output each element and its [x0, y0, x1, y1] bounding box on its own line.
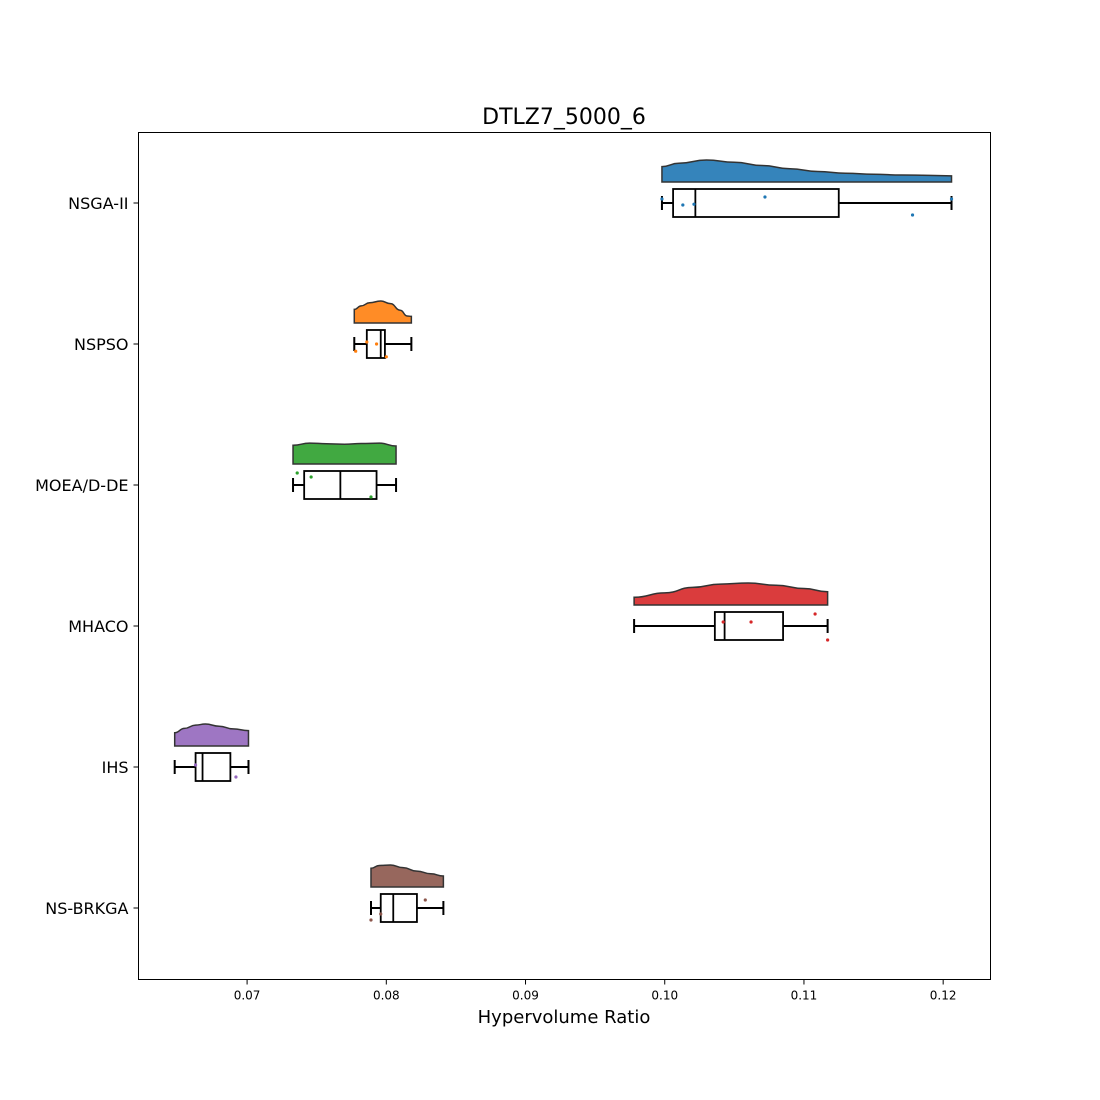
point-moea-d-de: [295, 471, 299, 475]
x-axis: 0.07 0.08 0.09 0.10 0.11 0.12: [234, 979, 957, 1003]
violin-nspso: [353, 300, 413, 324]
point-ns-brkga: [423, 898, 427, 902]
point-nsga-ii: [681, 203, 685, 207]
point-ns-brkga: [379, 912, 383, 916]
violin-ihs: [173, 723, 250, 747]
point-mhaco: [813, 612, 817, 616]
y-axis: NSGA-II NSPSO MOEA/D-DE MHACO IHS NS-BRKGA: [35, 194, 139, 918]
point-moea-d-de: [369, 495, 373, 499]
point-nspso: [374, 342, 379, 346]
point-nsga-ii: [910, 213, 915, 217]
violin-moea-d-de: [292, 442, 397, 465]
y-tick-label-nspso: NSPSO: [74, 335, 129, 354]
y-tick-label-ihs: IHS: [102, 758, 129, 777]
x-tick-label: 0.09: [512, 989, 539, 1003]
point-nsga-ii: [660, 197, 664, 201]
box-mhaco: [713, 611, 784, 641]
box-nsga-ii: [672, 188, 840, 218]
point-nspso: [365, 340, 369, 344]
violin-nsga-ii: [661, 159, 953, 183]
x-tick-label: 0.07: [234, 989, 261, 1003]
y-tick-label-moea-d-de: MOEA/D-DE: [35, 476, 128, 495]
chart-title: DTLZ7_5000_6: [482, 105, 646, 130]
point-nspso: [354, 349, 358, 353]
point-moea-d-de: [309, 475, 313, 479]
y-tick-label-nsga-ii: NSGA-II: [68, 194, 128, 213]
x-axis-label: Hypervolume Ratio: [478, 1007, 651, 1028]
point-nsga-ii: [763, 195, 767, 199]
point-nsga-ii: [949, 197, 954, 201]
plot-frame: [138, 132, 991, 980]
point-ns-brkga: [369, 918, 373, 922]
x-tick-label: 0.10: [651, 989, 678, 1003]
violin-mhaco: [633, 582, 829, 606]
x-tick-label: 0.11: [791, 989, 818, 1003]
point-ihs: [234, 775, 238, 779]
x-tick-label: 0.08: [373, 989, 400, 1003]
y-tick-label-ns-brkga: NS-BRKGA: [45, 899, 128, 918]
point-nspso: [384, 355, 388, 359]
violin-ns-brkga: [370, 864, 445, 888]
point-mhaco: [749, 620, 753, 624]
y-tick-label-mhaco: MHACO: [68, 617, 128, 636]
point-nsga-ii: [692, 202, 696, 206]
point-ihs: [193, 763, 198, 767]
x-tick-label: 0.12: [930, 989, 957, 1003]
chart-marks: [173, 159, 954, 923]
box-ns-brkga: [379, 893, 418, 923]
point-mhaco: [721, 620, 725, 624]
point-mhaco: [826, 638, 830, 642]
box-ihs: [194, 752, 232, 782]
